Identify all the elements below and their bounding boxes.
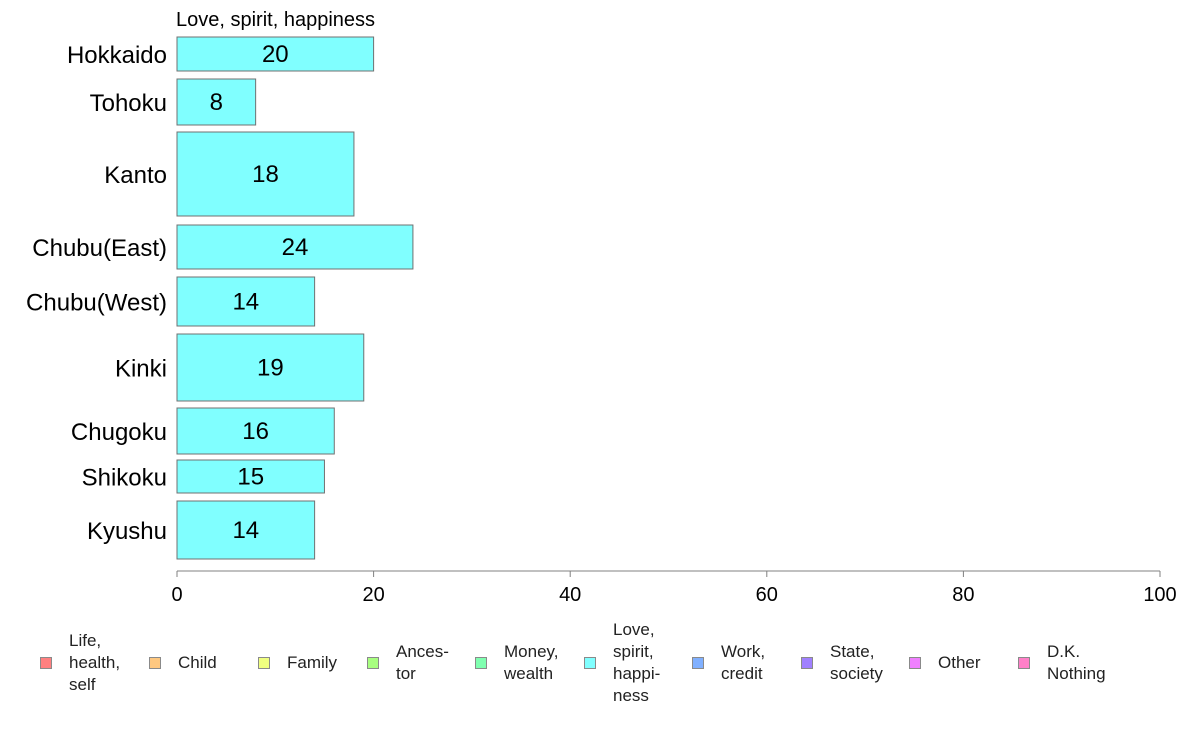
- bar: [176, 224, 414, 270]
- legend-swatch: [909, 657, 921, 669]
- legend-item: Love, spirit, happi- ness: [584, 618, 660, 708]
- legend-item: Money, wealth: [475, 618, 559, 708]
- legend-item: Work, credit: [692, 618, 765, 708]
- legend-label: State, society: [830, 642, 883, 683]
- x-tick-label: 100: [1143, 584, 1176, 606]
- legend-label: Money, wealth: [504, 642, 559, 683]
- bar: [176, 459, 325, 494]
- bar-value-label: 16: [242, 418, 269, 445]
- legend-swatch: [1018, 657, 1030, 669]
- x-tick-label: 40: [559, 584, 581, 606]
- legend-swatch: [149, 657, 161, 669]
- bar-value-label: 24: [282, 234, 309, 261]
- bar: [176, 407, 335, 455]
- legend-swatch: [692, 657, 704, 669]
- legend-item: Family: [258, 618, 337, 708]
- x-tick-label: 20: [362, 584, 384, 606]
- bar: [176, 500, 316, 560]
- legend-swatch: [367, 657, 379, 669]
- bar-chart: Love, spirit, happiness 20 Hokkaido 8 Tohok…: [26, 9, 1177, 606]
- category-label: Chubu(East): [32, 235, 167, 262]
- legend-label: D.K. Nothing: [1047, 642, 1106, 683]
- legend-label: Ances- tor: [396, 642, 449, 683]
- legend-label: Child: [178, 653, 217, 672]
- bar-value-label: 20: [262, 41, 289, 68]
- chart-title: Love, spirit, happiness: [176, 9, 375, 31]
- bar: [176, 276, 316, 327]
- legend-label: Other: [938, 653, 981, 672]
- legend-item: D.K. Nothing: [1018, 618, 1106, 708]
- x-tick-label: 60: [756, 584, 778, 606]
- bar-value-label: 8: [210, 89, 223, 116]
- bar-value-label: 19: [257, 355, 284, 382]
- legend-swatch: [801, 657, 813, 669]
- legend-swatch: [40, 657, 52, 669]
- bar-value-label: 18: [252, 161, 279, 188]
- category-label: Chugoku: [71, 419, 167, 446]
- legend: Life, health, self Child Family Ances- tor M…: [0, 618, 1188, 718]
- legend-item: Other: [909, 618, 981, 708]
- category-label: Hokkaido: [67, 42, 167, 69]
- bar-value-label: 15: [237, 464, 264, 491]
- bar-value-label: 14: [232, 289, 259, 316]
- bar: [176, 333, 365, 402]
- x-tick-label: 0: [171, 584, 182, 606]
- legend-swatch: [475, 657, 487, 669]
- category-label: Kyushu: [87, 518, 167, 545]
- x-axis: 0 20 40 60 80 100: [171, 570, 1177, 606]
- legend-item: Ances- tor: [367, 618, 449, 708]
- category-label: Kanto: [104, 162, 167, 189]
- bar: [176, 131, 355, 217]
- category-label: Kinki: [115, 356, 167, 383]
- legend-label: Family: [287, 653, 338, 672]
- legend-label: Work, credit: [721, 642, 766, 683]
- bar: [176, 78, 257, 126]
- bar: [176, 36, 375, 72]
- legend-swatch: [584, 657, 596, 669]
- category-label: Tohoku: [90, 90, 167, 117]
- legend-item: Child: [149, 618, 217, 708]
- legend-item: State, society: [801, 618, 883, 708]
- category-label: Shikoku: [82, 465, 167, 492]
- x-tick-label: 80: [952, 584, 974, 606]
- legend-label: Love, spirit, happi- ness: [613, 620, 661, 705]
- legend-swatch: [258, 657, 270, 669]
- legend-label: Life, health, self: [69, 631, 121, 694]
- bar-value-label: 14: [232, 517, 259, 544]
- legend-item: Life, health, self: [40, 618, 120, 708]
- bars-group: 20 Hokkaido 8 Tohoku 18 Kanto 24 Chubu(East) 14 C…: [26, 36, 414, 560]
- category-label: Chubu(West): [26, 290, 167, 317]
